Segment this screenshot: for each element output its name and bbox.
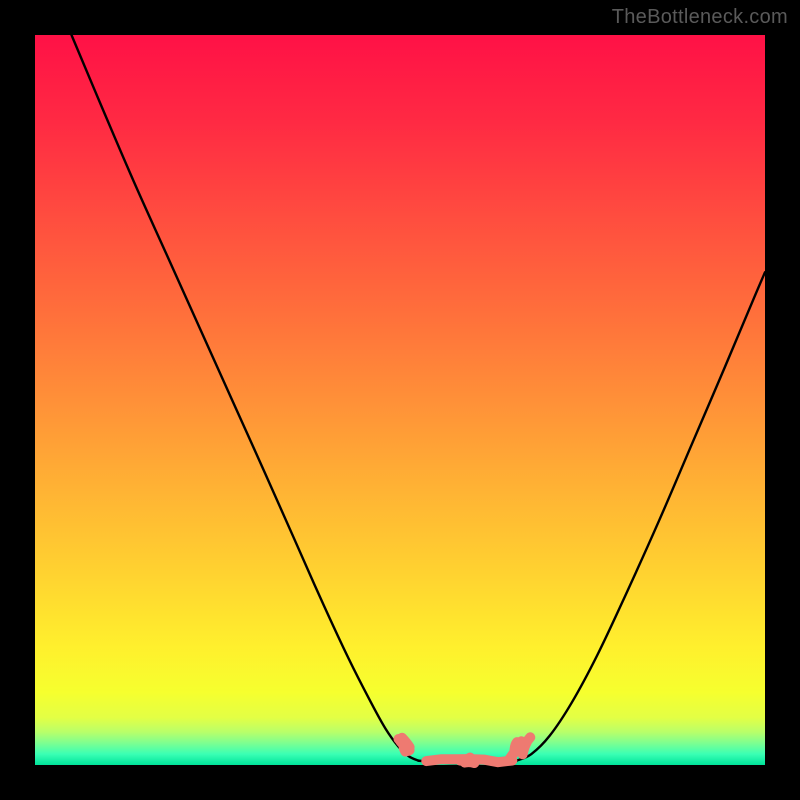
chart-stage: TheBottleneck.com: [0, 0, 800, 800]
right-curve: [517, 272, 765, 760]
highlight-scribble-bottom: [426, 758, 512, 764]
curve-layer: [35, 35, 765, 765]
highlight-scribble-left: [399, 738, 410, 752]
watermark-text: TheBottleneck.com: [612, 6, 788, 29]
plot-area: [35, 35, 765, 765]
highlight-scribble-right: [509, 737, 530, 759]
left-curve: [72, 35, 419, 761]
